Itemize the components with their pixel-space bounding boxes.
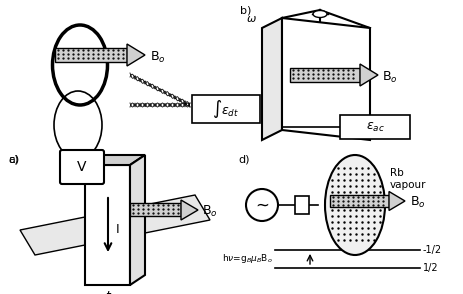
Text: 1/2: 1/2 (422, 263, 438, 273)
Bar (55, 48, 127, 62)
Text: h$\nu$=g$_B\mu_B$B$_o$: h$\nu$=g$_B\mu_B$B$_o$ (222, 253, 272, 265)
Polygon shape (127, 44, 144, 66)
Text: a): a) (8, 155, 19, 165)
Polygon shape (359, 64, 377, 86)
Polygon shape (85, 165, 130, 285)
Text: V: V (77, 160, 87, 174)
Polygon shape (85, 155, 144, 165)
Text: $\omega$: $\omega$ (245, 14, 257, 24)
FancyBboxPatch shape (60, 150, 104, 184)
Bar (294, 196, 308, 214)
Ellipse shape (324, 155, 384, 255)
Ellipse shape (313, 11, 326, 18)
Text: I: I (116, 223, 119, 236)
Text: B$_o$: B$_o$ (409, 194, 425, 210)
Bar (289, 68, 359, 82)
Text: c): c) (8, 155, 19, 165)
Polygon shape (181, 200, 198, 220)
Bar (192, 95, 259, 123)
Text: $\varepsilon_{ac}$: $\varepsilon_{ac}$ (365, 121, 383, 133)
Text: b): b) (239, 5, 251, 15)
Text: B$_o$: B$_o$ (381, 69, 397, 85)
Bar (339, 115, 409, 139)
Polygon shape (20, 195, 210, 255)
Polygon shape (388, 191, 404, 211)
Polygon shape (262, 18, 282, 140)
Polygon shape (130, 155, 144, 285)
Text: Rb
vapour: Rb vapour (389, 168, 425, 190)
Polygon shape (282, 18, 369, 140)
Text: -1/2: -1/2 (422, 245, 441, 255)
Text: ~: ~ (255, 197, 269, 215)
Bar (329, 195, 388, 207)
Bar (130, 203, 181, 216)
Text: B$_o$: B$_o$ (150, 49, 165, 65)
Text: d): d) (238, 155, 249, 165)
Text: $\int\varepsilon_{dt}$: $\int\varepsilon_{dt}$ (212, 98, 239, 120)
Text: t: t (106, 290, 110, 294)
Text: B$_o$: B$_o$ (201, 203, 217, 218)
